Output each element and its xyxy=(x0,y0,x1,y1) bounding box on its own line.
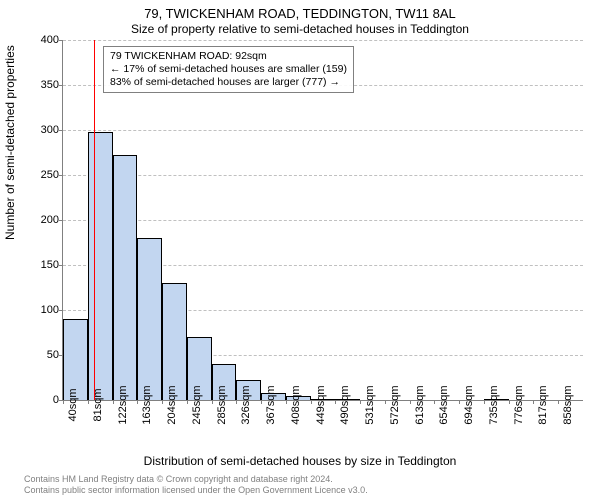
xtick-mark xyxy=(63,400,64,404)
xtick-mark xyxy=(335,400,336,404)
xtick-mark xyxy=(261,400,262,404)
xtick-mark xyxy=(410,400,411,404)
info-line-1: 79 TWICKENHAM ROAD: 92sqm xyxy=(110,50,347,63)
ytick-label: 350 xyxy=(29,79,59,91)
ytick-label: 0 xyxy=(29,394,59,406)
xtick-mark xyxy=(558,400,559,404)
xtick-mark xyxy=(484,400,485,404)
xtick-mark xyxy=(459,400,460,404)
xtick-mark xyxy=(286,400,287,404)
xtick-label: 40sqm xyxy=(67,388,79,421)
ytick-mark xyxy=(59,265,63,266)
chart-subtitle: Size of property relative to semi-detach… xyxy=(0,22,600,36)
xtick-label: 654sqm xyxy=(438,385,450,424)
ytick-mark xyxy=(59,85,63,86)
ytick-label: 100 xyxy=(29,304,59,316)
ytick-label: 50 xyxy=(29,349,59,361)
gridline xyxy=(63,175,583,176)
xtick-label: 694sqm xyxy=(463,385,475,424)
xtick-mark xyxy=(88,400,89,404)
xtick-mark xyxy=(509,400,510,404)
xtick-label: 204sqm xyxy=(166,385,178,424)
info-box: 79 TWICKENHAM ROAD: 92sqm ← 17% of semi-… xyxy=(103,46,354,93)
xtick-label: 572sqm xyxy=(389,385,401,424)
ytick-mark xyxy=(59,175,63,176)
gridline xyxy=(63,40,583,41)
xtick-label: 490sqm xyxy=(339,385,351,424)
xtick-label: 858sqm xyxy=(562,385,574,424)
plot-area: 05010015020025030035040040sqm81sqm122sqm… xyxy=(62,40,583,401)
bar xyxy=(88,132,113,400)
ytick-label: 200 xyxy=(29,214,59,226)
xtick-label: 122sqm xyxy=(117,385,129,424)
xtick-mark xyxy=(434,400,435,404)
xtick-label: 245sqm xyxy=(191,385,203,424)
x-axis-label: Distribution of semi-detached houses by … xyxy=(0,454,600,468)
info-line-2: ← 17% of semi-detached houses are smalle… xyxy=(110,63,347,76)
footer: Contains HM Land Registry data © Crown c… xyxy=(24,474,368,496)
gridline xyxy=(63,130,583,131)
bar xyxy=(162,283,187,400)
ytick-label: 250 xyxy=(29,169,59,181)
footer-line-2: Contains public sector information licen… xyxy=(24,485,368,496)
xtick-label: 449sqm xyxy=(315,385,327,424)
bar xyxy=(113,155,138,400)
ytick-label: 150 xyxy=(29,259,59,271)
ytick-mark xyxy=(59,310,63,311)
xtick-label: 613sqm xyxy=(414,385,426,424)
xtick-label: 367sqm xyxy=(265,385,277,424)
xtick-label: 408sqm xyxy=(290,385,302,424)
ytick-mark xyxy=(59,130,63,131)
xtick-label: 735sqm xyxy=(488,385,500,424)
xtick-mark xyxy=(311,400,312,404)
xtick-label: 817sqm xyxy=(537,385,549,424)
bar xyxy=(137,238,162,400)
xtick-mark xyxy=(162,400,163,404)
gridline xyxy=(63,220,583,221)
xtick-mark xyxy=(187,400,188,404)
xtick-label: 776sqm xyxy=(513,385,525,424)
xtick-mark xyxy=(137,400,138,404)
y-axis-label: Number of semi-detached properties xyxy=(3,45,17,240)
xtick-mark xyxy=(236,400,237,404)
xtick-label: 531sqm xyxy=(364,385,376,424)
xtick-mark xyxy=(360,400,361,404)
xtick-label: 163sqm xyxy=(141,385,153,424)
marker-line xyxy=(94,40,95,400)
footer-line-1: Contains HM Land Registry data © Crown c… xyxy=(24,474,368,485)
chart-container: 79, TWICKENHAM ROAD, TEDDINGTON, TW11 8A… xyxy=(0,0,600,500)
info-line-3: 83% of semi-detached houses are larger (… xyxy=(110,76,347,89)
chart-title: 79, TWICKENHAM ROAD, TEDDINGTON, TW11 8A… xyxy=(0,6,600,21)
ytick-mark xyxy=(59,40,63,41)
ytick-label: 300 xyxy=(29,124,59,136)
xtick-mark xyxy=(533,400,534,404)
xtick-mark xyxy=(385,400,386,404)
ytick-label: 400 xyxy=(29,34,59,46)
xtick-mark xyxy=(212,400,213,404)
xtick-label: 326sqm xyxy=(240,385,252,424)
xtick-mark xyxy=(113,400,114,404)
xtick-label: 285sqm xyxy=(216,385,228,424)
ytick-mark xyxy=(59,220,63,221)
